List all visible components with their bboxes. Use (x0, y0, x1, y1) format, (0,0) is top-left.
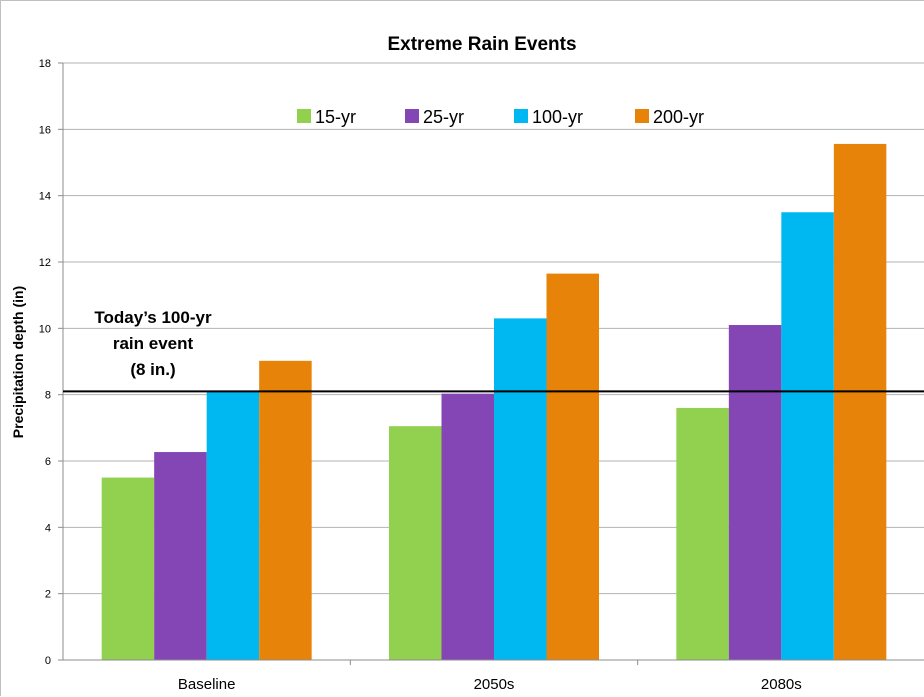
chart-title: Extreme Rain Events (387, 34, 576, 55)
reference-line-group: Today’s 100-yr rain event (8 in.) (63, 308, 924, 393)
legend: 15-yr 25-yr 100-yr 200-yr (297, 107, 704, 127)
legend-swatch (635, 109, 649, 123)
legend-swatch (297, 109, 311, 123)
x-axis-categories: Baseline 2050s 2080s (178, 676, 802, 693)
y-tick-label: 8 (45, 390, 51, 402)
legend-swatch (405, 109, 419, 123)
bar (259, 360, 312, 660)
legend-swatch (514, 109, 528, 123)
bar (206, 391, 260, 660)
y-tick-label: 12 (39, 257, 51, 269)
axes (62, 63, 924, 665)
bar (101, 477, 155, 660)
bar (546, 273, 599, 660)
y-tick-label: 14 (39, 191, 51, 203)
bar (389, 426, 442, 660)
bar (494, 318, 547, 660)
y-tick-label: 2 (45, 589, 51, 601)
bar (781, 212, 834, 660)
x-category-label: 2080s (761, 676, 802, 693)
y-tick-label: 18 (39, 58, 51, 70)
y-tick-label: 0 (45, 655, 51, 667)
bar (676, 407, 729, 660)
bar (154, 452, 207, 660)
reference-line-label: rain event (113, 334, 194, 353)
legend-label: 15-yr (315, 107, 356, 127)
x-category-label: 2050s (474, 676, 515, 693)
bar (441, 393, 494, 660)
reference-line-label: (8 in.) (130, 360, 175, 379)
y-axis-label: Precipitation depth (in) (10, 286, 26, 438)
bar (728, 325, 782, 660)
y-tick-label: 16 (39, 124, 51, 136)
legend-label: 25-yr (423, 107, 464, 127)
legend-label: 200-yr (653, 107, 704, 127)
y-tick-label: 4 (45, 522, 51, 534)
bars (101, 143, 887, 661)
x-category-label: Baseline (178, 676, 236, 693)
legend-label: 100-yr (532, 107, 583, 127)
y-tick-label: 6 (45, 456, 51, 468)
bar (833, 143, 887, 661)
y-axis-ticks: 0 2 4 6 8 10 12 14 16 18 (39, 58, 63, 667)
reference-line-label: Today’s 100-yr (94, 308, 212, 327)
y-tick-label: 10 (39, 323, 51, 335)
